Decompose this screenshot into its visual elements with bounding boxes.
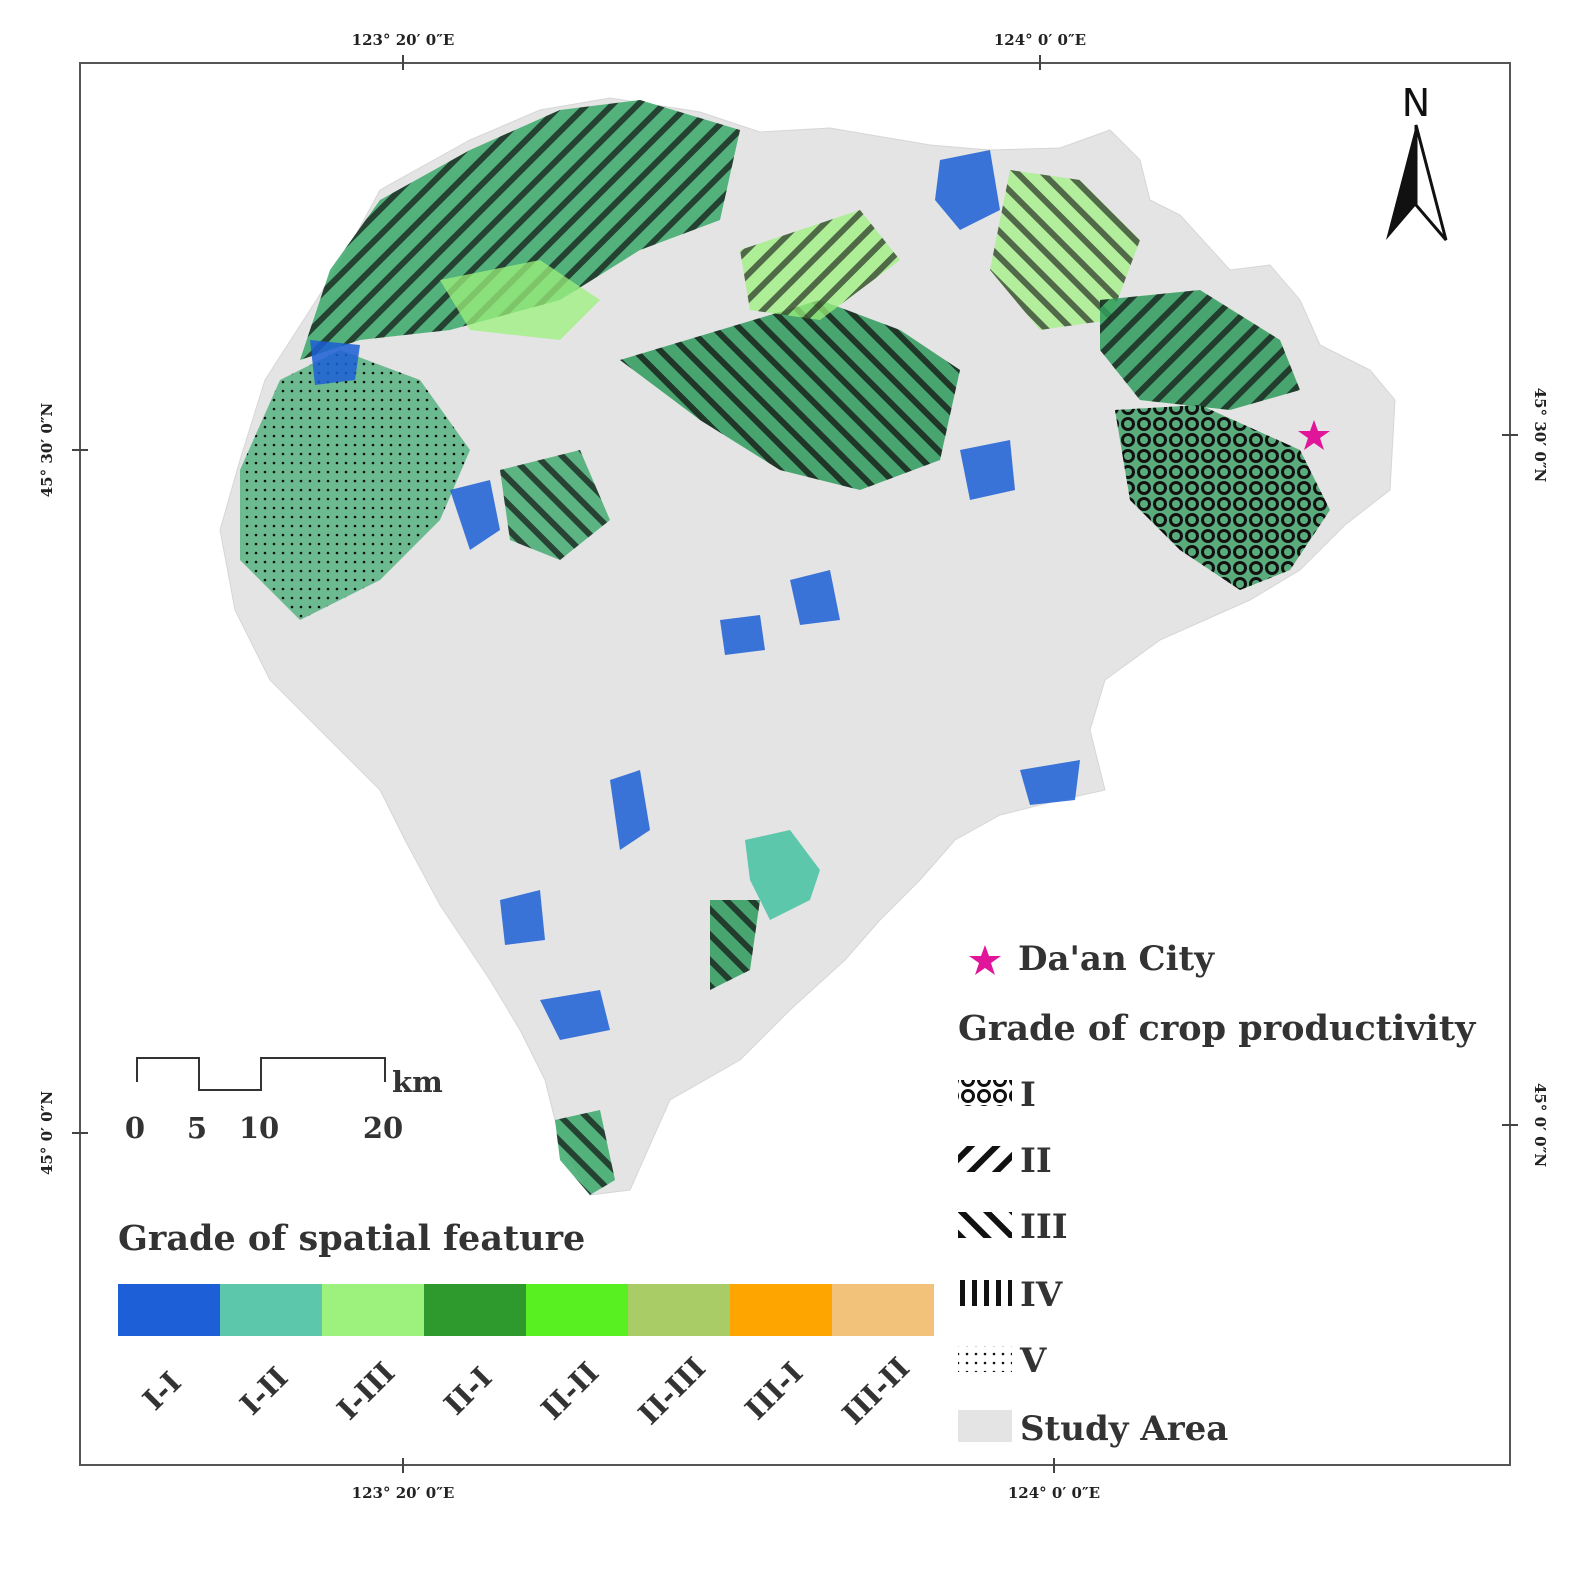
patch-north-band-hatch	[300, 100, 740, 360]
coord-left-2: 45° 0′ 0″N	[38, 1091, 56, 1175]
productivity-legend-title: Grade of crop productivity	[958, 1008, 1477, 1049]
legend-swatch-study-area	[958, 1410, 1012, 1442]
city-legend-label: Da'an City	[1018, 939, 1215, 979]
scale-unit: km	[392, 1065, 443, 1099]
north-arrow-icon	[1386, 124, 1448, 241]
scale-tick-5: 5	[187, 1111, 207, 1145]
patch-blue-6	[610, 770, 650, 850]
ramp-swatch-I-III	[322, 1284, 424, 1336]
north-label: N	[1402, 81, 1430, 125]
ramp-swatch-II-I	[424, 1284, 526, 1336]
legend-swatch-III	[958, 1212, 1012, 1238]
patch-blue-2	[450, 480, 500, 550]
patch-south-tip-hatch	[555, 1110, 615, 1195]
ramp-swatch-III-I	[730, 1284, 832, 1336]
spatial-legend-title: Grade of spatial feature	[118, 1218, 585, 1259]
graticule-ticks	[72, 55, 1518, 1473]
legend-swatch-V	[958, 1346, 1012, 1372]
coord-right-1: 45° 30′ 0″N	[1531, 388, 1549, 483]
coord-top-2: 124° 0′ 0″E	[994, 31, 1086, 49]
patch-south-teal	[745, 830, 820, 920]
ramp-swatch-II-III	[628, 1284, 730, 1336]
city-star-icon	[1298, 420, 1330, 450]
patch-blue-5	[540, 990, 610, 1040]
spatial-feature-layer	[240, 100, 1330, 1195]
scale-tick-20: 20	[363, 1111, 403, 1145]
legend-swatch-IV	[958, 1280, 1012, 1306]
ramp-swatch-II-II	[526, 1284, 628, 1336]
legend-label-III: III	[1020, 1207, 1068, 1247]
patch-blue-7	[1020, 760, 1080, 805]
patch-center-band-hatch	[620, 300, 960, 490]
patch-sw-strip-hatch	[500, 450, 610, 560]
patch-blue-10	[310, 340, 360, 385]
coord-bottom-1: 123° 20′ 0″E	[352, 1484, 455, 1502]
coord-right-2: 45° 0′ 0″N	[1531, 1083, 1549, 1167]
patch-light-green-2-hatch	[740, 210, 900, 320]
coord-left-1: 45° 30′ 0″N	[38, 402, 56, 497]
legend-label-IV: IV	[1020, 1275, 1063, 1315]
legend-label-I: I	[1020, 1075, 1036, 1115]
legend-label-study-area: Study Area	[1020, 1409, 1228, 1449]
patch-south-strip-hatch	[710, 900, 760, 990]
patch-northeast-hatch	[990, 170, 1140, 330]
coord-bottom-2: 124° 0′ 0″E	[1008, 1484, 1100, 1502]
patch-blue-3	[790, 570, 840, 625]
patch-blue-1	[935, 150, 1000, 230]
legend-swatch-II	[958, 1146, 1012, 1172]
city-legend-star-icon	[969, 945, 1001, 975]
ramp-swatch-III-II	[832, 1284, 934, 1336]
patch-west-hatch	[240, 350, 470, 620]
ramp-swatch-I-I	[118, 1284, 220, 1336]
patch-blue-8	[960, 440, 1015, 500]
ramp-swatch-I-II	[220, 1284, 322, 1336]
scale-bar	[136, 1057, 386, 1091]
patch-blue-4	[720, 615, 765, 655]
patch-blue-9	[500, 890, 545, 945]
patch-east-crosshatch-pattern	[1115, 405, 1330, 590]
patch-east-hatch	[1100, 290, 1300, 410]
scale-tick-10: 10	[239, 1111, 279, 1145]
scale-tick-0: 0	[125, 1111, 145, 1145]
legend-label-II: II	[1020, 1141, 1052, 1181]
legend-label-V: V	[1019, 1341, 1047, 1381]
patch-light-green-1	[440, 260, 600, 340]
coord-top-1: 123° 20′ 0″E	[352, 31, 455, 49]
legend-swatch-I	[958, 1080, 1012, 1106]
